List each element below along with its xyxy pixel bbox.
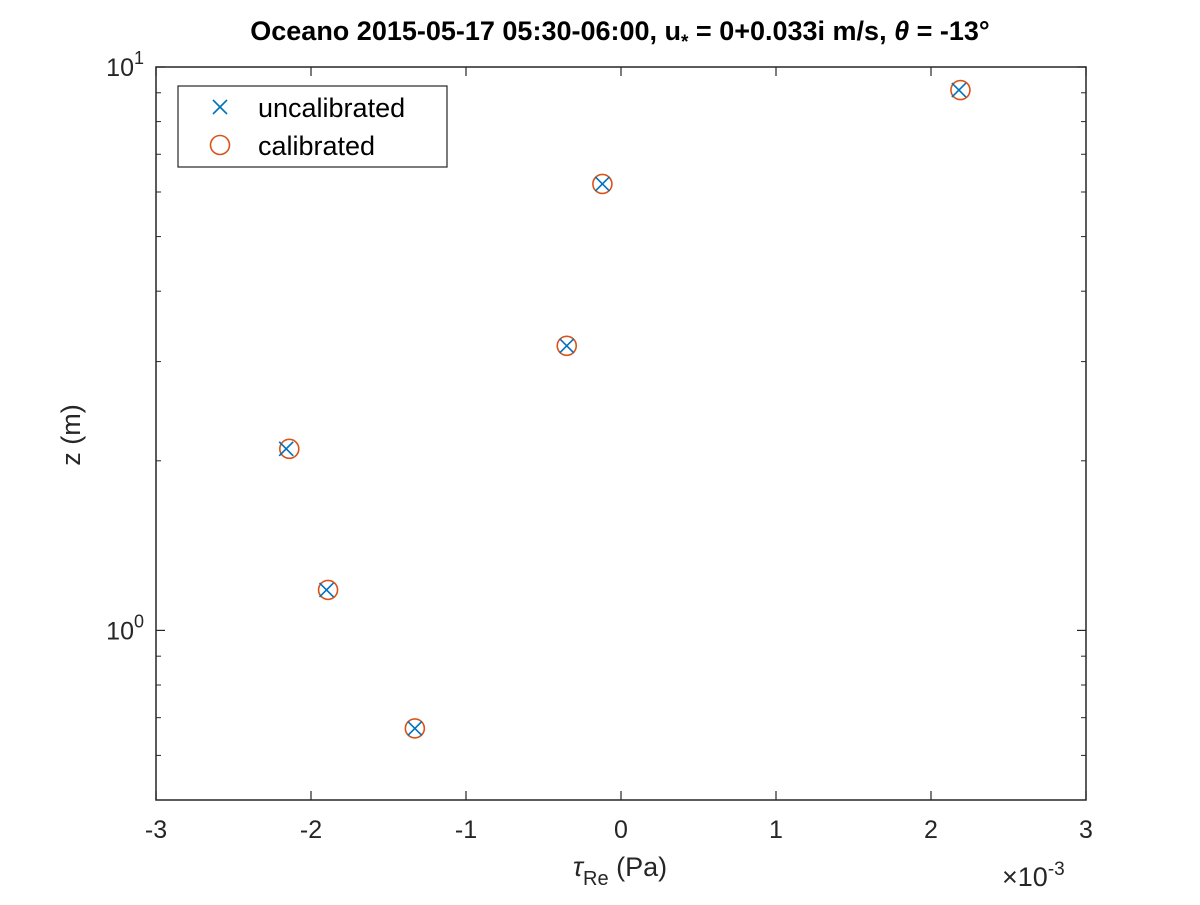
calibrated-point [556,335,578,357]
x-tick-label: 0 [614,816,628,844]
x-axis: -3 -2 -1 0 1 2 3 [145,67,1093,844]
uncalibrated-point-stroke-b [559,338,575,354]
legend-marker-calibrated [209,134,231,156]
uncalibrated-point [951,82,967,98]
uncalibrated-point-stroke-b [951,82,967,98]
legend-marker-uncalibrated [212,99,228,115]
x-tick-label: -1 [455,816,477,844]
x-axis-multiplier: ×10-3 [1002,859,1065,892]
x-tick-label: -3 [145,816,167,844]
chart-title: Oceano 2015-05-17 05:30-06:00, u* = 0+0.… [250,16,989,53]
x-tick-label: 2 [924,816,938,844]
x-axis-label: τRe (Pa) [573,852,667,890]
y-axis-label: z (m) [56,404,86,465]
uncalibrated-point [318,582,335,598]
calibrated-point [278,438,300,460]
legend-label-uncalibrated: uncalibrated [258,93,405,123]
legend-marker-uncalibrated-stroke-b [212,99,228,115]
uncalibrated-point-stroke-b [318,582,335,598]
calibrated-point [950,79,971,101]
calibrated-point [317,579,339,601]
uncalibrated-point-stroke-b [278,441,294,457]
uncalibrated-point-stroke-b [594,176,610,192]
x-tick-label: -2 [300,816,322,844]
uncalibrated-point-stroke-b [407,720,423,736]
uncalibrated-point [594,176,610,192]
data-markers [278,79,971,739]
uncalibrated-point [278,441,294,457]
uncalibrated-point [559,338,575,354]
legend: uncalibrated calibrated [177,85,448,168]
legend-label-calibrated: calibrated [258,131,375,161]
y-axis: 100 101 [106,48,1086,756]
y-tick-label: 100 [106,611,144,645]
calibrated-point [404,718,426,739]
x-tick-label: 3 [1079,816,1093,844]
x-tick-label: 1 [769,816,783,844]
y-tick-label: 101 [106,48,144,82]
plot-area [155,66,1087,801]
uncalibrated-point [407,720,423,736]
calibrated-point [592,173,613,195]
